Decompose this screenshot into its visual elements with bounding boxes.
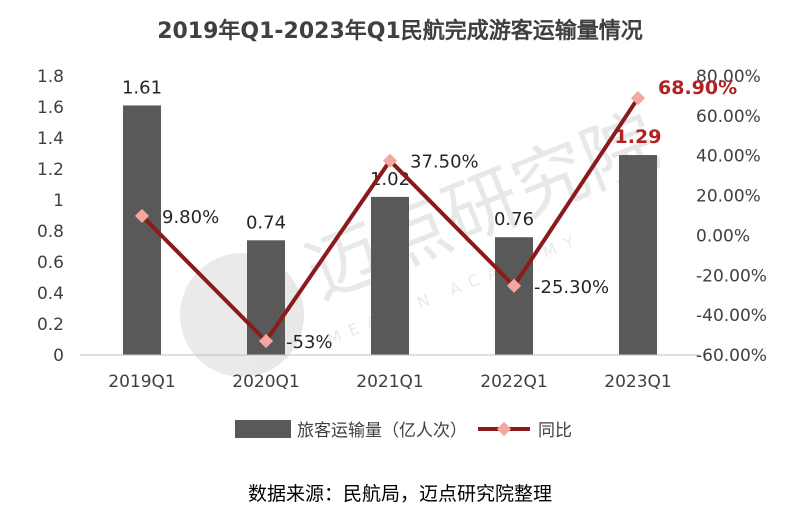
left-axis-ticks: 0 0.2 0.4 0.6 0.8 1 1.2 1.4 1.6 1.8 xyxy=(37,67,64,366)
legend-swatch-bar xyxy=(235,420,291,438)
x-tick-label: 2021Q1 xyxy=(356,372,423,392)
line-point xyxy=(134,208,150,223)
left-axis-tick-label: 1.2 xyxy=(37,160,64,180)
line-value-label: -25.30% xyxy=(534,277,609,298)
bar-series xyxy=(123,105,657,355)
left-axis-tick-label: 1 xyxy=(53,191,64,211)
left-axis-tick-label: 0 xyxy=(53,346,64,366)
right-axis-tick-label: 80.00% xyxy=(696,67,761,87)
x-tick-label: 2023Q1 xyxy=(604,372,671,392)
x-tick-label: 2019Q1 xyxy=(108,372,175,392)
line-value-labels: 9.80% -53% 37.50% -25.30% 68.90% xyxy=(162,77,737,353)
left-axis-tick-label: 1.8 xyxy=(37,67,64,87)
legend-label-line: 同比 xyxy=(538,421,572,441)
x-axis-ticks: 2019Q1 2020Q1 2021Q1 2022Q1 2023Q1 xyxy=(108,372,671,392)
line-value-label: -53% xyxy=(286,332,333,353)
right-axis-tick-label: -20.00% xyxy=(696,266,767,286)
left-axis-tick-label: 1.6 xyxy=(37,98,64,118)
right-axis-ticks: -60.00% -40.00% -20.00% 0.00% 20.00% 40.00% 60… xyxy=(696,67,767,366)
left-axis-tick-label: 0.8 xyxy=(37,222,64,242)
bar xyxy=(371,196,409,355)
line-point xyxy=(506,278,522,293)
source-note: 数据来源：民航局，迈点研究院整理 xyxy=(248,483,552,505)
legend-marker xyxy=(496,421,512,437)
chart-title: 2019年Q1-2023年Q1民航完成游客运输量情况 xyxy=(157,18,643,44)
legend: 旅客运输量（亿人次） 同比 xyxy=(235,420,572,441)
line-value-label: 68.90% xyxy=(658,77,737,99)
right-axis-tick-label: 60.00% xyxy=(696,107,761,127)
left-axis-tick-label: 0.2 xyxy=(37,315,64,335)
bar xyxy=(619,155,657,355)
line-series xyxy=(134,91,646,349)
line-point xyxy=(258,333,274,349)
left-axis-tick-label: 0.6 xyxy=(37,253,64,273)
x-tick-label: 2022Q1 xyxy=(480,372,547,392)
line-value-label: 9.80% xyxy=(162,207,219,228)
right-axis-tick-label: 0.00% xyxy=(696,226,750,246)
bar-value-label: 1.61 xyxy=(122,77,162,98)
legend-label-bar: 旅客运输量（亿人次） xyxy=(297,421,467,441)
line-value-label: 37.50% xyxy=(410,152,479,173)
x-tick-label: 2020Q1 xyxy=(232,372,299,392)
right-axis-tick-label: -60.00% xyxy=(696,346,767,366)
bar-value-labels: 1.610.741.020.761.29 xyxy=(122,77,661,233)
bar-value-label: 1.29 xyxy=(615,126,662,148)
right-axis-tick-label: 20.00% xyxy=(696,187,761,207)
right-axis-tick-label: 40.00% xyxy=(696,147,761,167)
line-point xyxy=(630,91,646,106)
bar-value-label: 0.76 xyxy=(494,209,534,230)
left-axis-tick-label: 1.4 xyxy=(37,129,64,149)
left-axis-tick-label: 0.4 xyxy=(37,284,64,304)
bar xyxy=(495,237,533,355)
right-axis-tick-label: -40.00% xyxy=(696,306,767,326)
line-point xyxy=(382,153,398,168)
bar-value-label: 0.74 xyxy=(246,212,286,233)
